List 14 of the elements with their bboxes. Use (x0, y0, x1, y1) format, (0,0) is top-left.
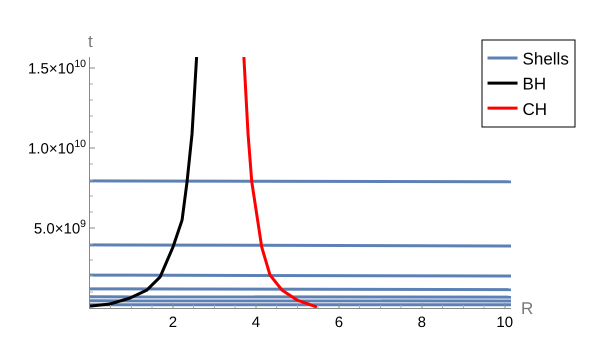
y-tick-label: 1.0×10$^{10}$ (28, 138, 86, 158)
legend-label: Shells (522, 50, 569, 69)
y-tick-label: 5.0×10$^{9}$ (34, 218, 86, 238)
y-tick-label: 1.5×10$^{10}$ (28, 58, 86, 78)
line-series (242, 57, 318, 308)
x-axis-title: R (521, 299, 534, 318)
x-tick-label: 6 (334, 314, 344, 331)
legend-label: BH (522, 74, 546, 94)
x-tick-label: 10 (496, 314, 514, 331)
y-axis-title: t (88, 32, 93, 51)
legend-label: CH (522, 100, 548, 119)
x-tick-label: 2 (168, 314, 178, 331)
x-tick-label: 8 (418, 314, 426, 331)
x-tick-label: 4 (252, 314, 260, 331)
